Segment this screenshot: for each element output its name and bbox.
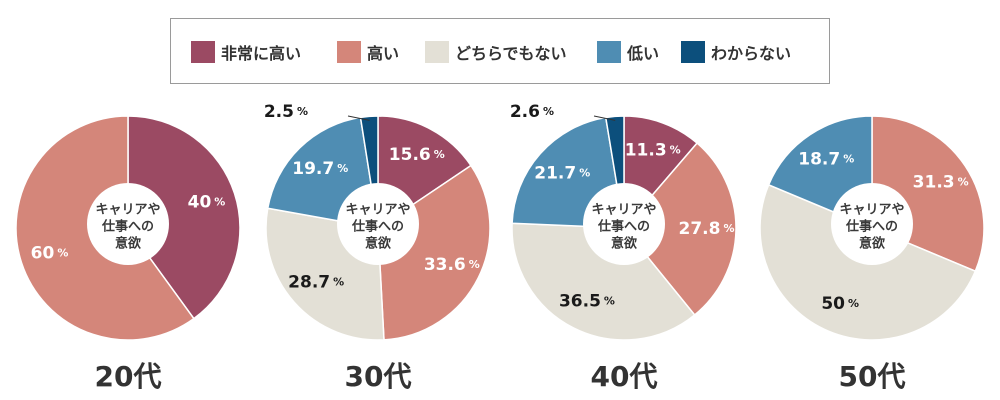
pie-title: 40代 xyxy=(591,360,658,393)
legend-item-very-high: 非常に高い xyxy=(191,41,301,63)
pie-center-label: キャリアや xyxy=(345,203,410,218)
pie-center-label: 仕事への xyxy=(101,219,154,235)
pie-center-hole xyxy=(831,183,913,265)
pie-center-hole xyxy=(337,183,419,265)
pie-center-label: 意欲 xyxy=(611,236,637,252)
legend-swatch xyxy=(597,41,621,63)
legend-item-low: 低い xyxy=(597,41,659,63)
pie-center-label: 仕事への xyxy=(351,219,404,235)
pie-center-hole xyxy=(583,183,665,265)
legend-swatch xyxy=(337,41,361,63)
legend-swatch xyxy=(191,41,215,63)
legend-label: どちらでもない xyxy=(455,44,567,63)
pie-center-label: キャリアや xyxy=(591,203,656,218)
slice-value-label: 40% xyxy=(188,193,226,213)
pie-title: 50代 xyxy=(839,360,906,393)
leader-line xyxy=(593,115,616,121)
pie-slice xyxy=(377,164,491,341)
slice-value-label: 60% xyxy=(31,243,69,263)
pie-center-label: キャリアや xyxy=(839,203,904,218)
slice-value-label: 2.5% xyxy=(264,102,308,122)
legend-item-neutral: どちらでもない xyxy=(425,41,567,63)
pie-slice xyxy=(127,115,241,320)
legend-swatch xyxy=(425,41,449,63)
legend-item-unknown: わからない xyxy=(681,41,791,63)
slice-value-label: 2.6% xyxy=(510,102,554,122)
pie-title: 20代 xyxy=(95,360,162,393)
legend: 非常に高い 高い どちらでもない 低い わからない xyxy=(170,18,830,84)
legend-label: わからない xyxy=(711,44,792,63)
leader-line xyxy=(347,115,370,121)
legend-swatch xyxy=(681,41,705,63)
legend-label: 低い xyxy=(627,44,660,63)
pie-center-hole xyxy=(87,183,169,265)
pie-center-label: 仕事への xyxy=(845,219,898,235)
pie-center-label: キャリアや xyxy=(95,203,160,218)
slice-value-label: 50% xyxy=(821,294,859,314)
legend-label: 高い xyxy=(367,44,400,63)
pie-center-label: 仕事への xyxy=(597,219,650,235)
pie-center-label: 意欲 xyxy=(859,236,885,252)
pie-center-label: 意欲 xyxy=(115,236,141,252)
legend-label: 非常に高い xyxy=(221,44,302,63)
legend-item-high: 高い xyxy=(337,41,399,63)
pie-title: 30代 xyxy=(345,360,412,393)
pie-center-label: 意欲 xyxy=(365,236,391,252)
pie-slice xyxy=(623,142,737,316)
pie-slice xyxy=(511,222,696,341)
